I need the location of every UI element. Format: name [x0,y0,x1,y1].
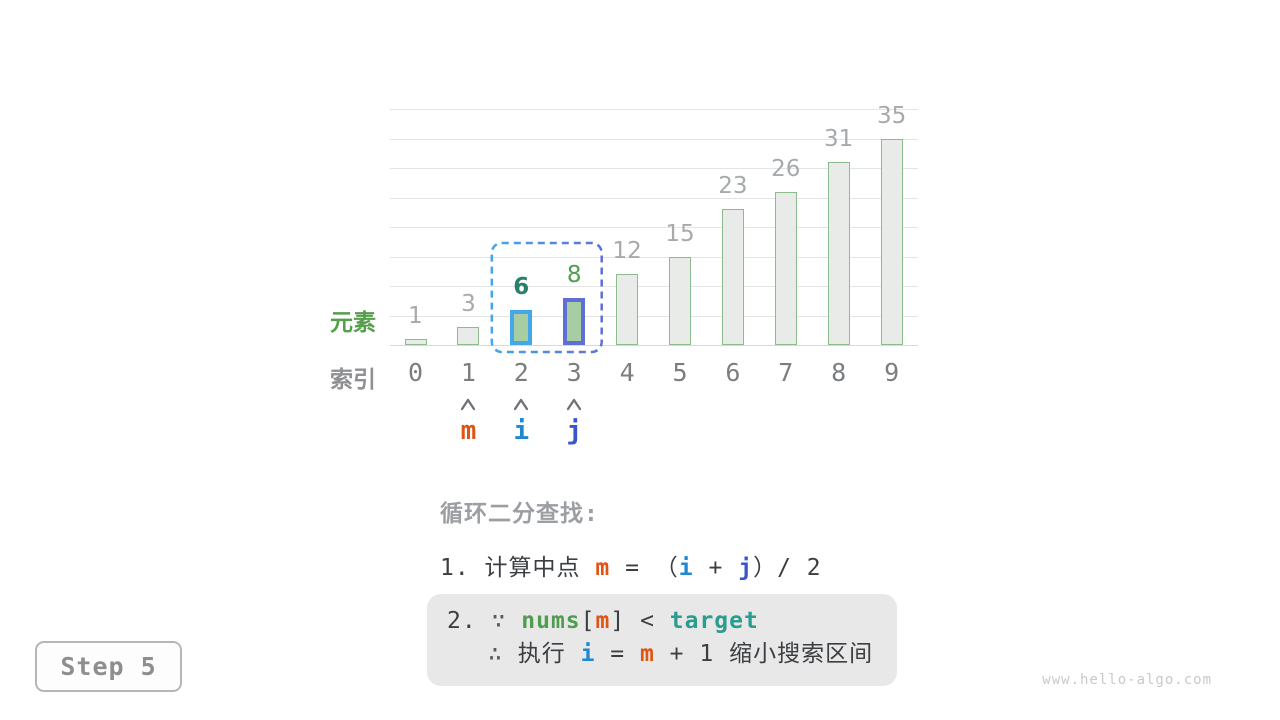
bar-value-label-2: 6 [513,273,530,300]
watermark-url: www.hello-algo.com [1042,672,1212,688]
gridline [390,109,918,110]
bar-index-1 [457,327,480,345]
pointer-caret-m [459,396,477,411]
bar-value-label-7: 26 [771,155,801,182]
gridline [390,227,918,228]
text-segment: ] [610,608,626,634]
bar-index-2 [510,309,533,345]
index-label-4: 4 [619,358,635,387]
text-segment: ∵ [491,608,522,634]
pointer-label-j: j [566,416,583,446]
text-segment: m [639,641,655,667]
bar-value-label-0: 1 [408,303,423,330]
bar-value-label-6: 23 [718,173,748,200]
pointer-label-i: i [513,416,530,446]
bar-value-label-3: 8 [566,261,582,288]
gridline [390,197,918,199]
annotation-highlight-box: 2. ∵ nums[m] < target ∴ 执行 i = m + 1 缩小搜… [427,594,897,686]
index-label-6: 6 [725,358,741,387]
bar-index-6 [721,209,744,345]
step-badge: Step 5 [35,641,182,692]
bar-index-9 [880,138,903,345]
bar-index-3 [563,297,586,345]
bar-index-4 [616,274,639,345]
gridline [390,315,918,317]
bar-value-label-4: 12 [612,238,642,265]
text-segment: < [625,608,670,634]
index-label-8: 8 [831,358,847,387]
index-label-9: 9 [884,358,900,387]
annotation-title: 循环二分查找: [440,501,599,527]
text-segment: ∴ [488,641,518,667]
bar-index-7 [774,191,797,345]
pointer-caret-i [512,396,530,411]
pointer-label-m: m [460,416,477,446]
text-segment: i [678,555,694,581]
bar-value-label-5: 15 [665,220,695,247]
index-label-5: 5 [672,358,688,387]
bar-value-label-9: 35 [876,102,907,129]
text-segment: ）/ 2 [753,555,822,581]
annotation-step1: 1. 计算中点 m = （i + j）/ 2 [440,548,822,582]
index-label-1: 1 [460,358,476,387]
bar-index-5 [669,256,691,345]
bar-index-8 [827,162,850,345]
text-segment: + 1 缩小搜索区间 [654,641,874,667]
y-axis-label-elements: 元素 [330,310,376,336]
gridline [390,286,918,287]
text-segment: i [580,641,596,667]
gridline [390,138,918,140]
index-label-3: 3 [566,358,582,387]
bar-value-label-8: 31 [824,126,854,153]
index-label-0: 0 [407,358,424,387]
text-segment: m [595,608,611,634]
text-segment: 执行 [517,641,581,667]
text-segment: nums [521,608,581,634]
gridline [390,256,918,258]
text-segment: = （ [610,555,679,581]
text-segment: 2. [447,608,492,634]
text-segment: j [738,555,754,581]
text-segment: target [669,608,759,634]
text-segment: m [595,555,611,581]
bar-value-label-1: 3 [461,291,476,318]
bar-index-0 [404,339,427,345]
gridline [390,168,918,169]
annotation-step2-line1: 2. ∵ nums[m] < target [447,605,897,638]
text-segment: [ [580,608,596,634]
annotation-step2-line2: ∴ 执行 i = m + 1 缩小搜索区间 [488,638,897,671]
text-segment: = [595,641,640,667]
pointer-caret-j [565,396,583,411]
index-label-2: 2 [513,358,529,387]
x-axis-label-indexes: 索引 [330,367,376,393]
text-segment: 1. 计算中点 [440,555,596,581]
text-segment: + [693,555,739,581]
gridline [390,345,918,346]
index-label-7: 7 [778,358,794,387]
